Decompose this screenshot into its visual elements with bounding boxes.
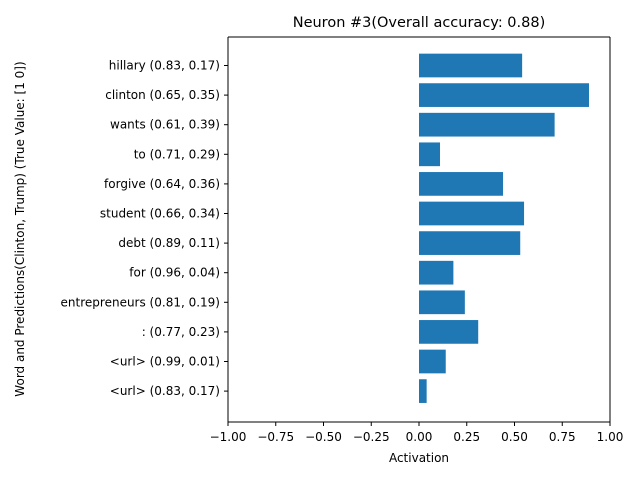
x-tick-label: −1.00 [210,430,247,444]
bar [419,83,589,107]
y-tick-label: debt (0.89, 0.11) [118,236,220,250]
y-tick-label: wants (0.61, 0.39) [110,118,220,132]
y-tick-label: forgive (0.64, 0.36) [104,177,220,191]
y-tick-label: clinton (0.65, 0.35) [105,88,220,102]
bar [419,53,523,78]
x-tick-label: 0.50 [501,430,528,444]
bar [419,201,525,226]
bar [419,349,446,374]
x-tick-label: −0.25 [353,430,390,444]
y-axis-label: Word and Predictions(Clinton, Trump) (Tr… [13,61,27,396]
bar [419,260,454,285]
y-tick-label: entrepreneurs (0.81, 0.19) [61,295,220,309]
y-tick-label: <url> (0.83, 0.17) [110,384,220,398]
bar [419,142,441,167]
bar [419,290,465,315]
y-ticks-group: hillary (0.83, 0.17) clinton (0.65, 0.35)… [61,59,228,398]
x-tick-label: 0.25 [453,430,480,444]
y-tick-label: to (0.71, 0.29) [134,147,220,161]
bars-group [419,53,589,403]
y-tick-label: for (0.96, 0.04) [129,266,220,280]
y-tick-label: <url> (0.99, 0.01) [110,355,220,369]
y-tick-label: : (0.77, 0.23) [142,325,220,339]
x-tick-label: −0.75 [257,430,294,444]
x-ticks-group: −1.00 −0.75 −0.50 −0.25 0.00 0.25 0.50 0.75 1.00 [210,422,624,444]
plot-frame [227,36,611,423]
y-tick-label: student (0.66, 0.34) [100,207,220,221]
y-tick-label: hillary (0.83, 0.17) [109,59,220,73]
x-axis-label: Activation [389,451,449,465]
x-tick-label: 0.00 [406,430,433,444]
bar [419,379,427,403]
chart-title: Neuron #3(Overall accuracy: 0.88) [293,15,546,31]
bar [419,231,521,255]
x-tick-label: −0.50 [305,430,342,444]
bar [419,172,504,196]
bar [419,112,555,137]
bar [419,320,479,344]
x-tick-label: 0.75 [549,430,576,444]
x-tick-label: 1.00 [597,430,624,444]
